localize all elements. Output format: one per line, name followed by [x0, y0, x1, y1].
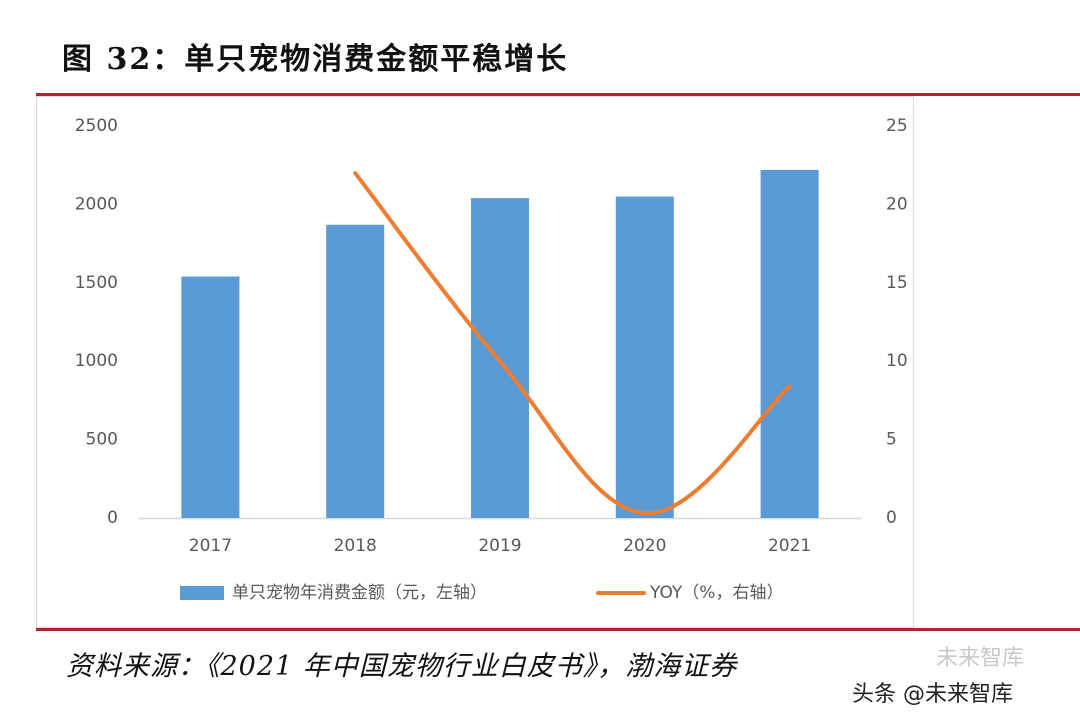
y-left-tick-2500: 2500 [75, 116, 118, 136]
y-left-tick-2000: 2000 [75, 194, 118, 214]
watermark-text: 头条 @未来智库 [852, 682, 1013, 707]
y-left-tick-1000: 1000 [75, 351, 118, 371]
x-tick-2019: 2019 [478, 536, 521, 556]
y-left-tick-1500: 1500 [75, 273, 118, 293]
x-tick-2018: 2018 [334, 536, 377, 556]
y-right-tick-25: 25 [886, 116, 908, 136]
bar-2018 [326, 224, 385, 518]
top-rule [36, 93, 1080, 96]
y-left-tick-0: 0 [107, 508, 118, 528]
y-right-tick-10: 10 [886, 351, 908, 371]
y-left-tick-500: 500 [86, 430, 118, 450]
watermark-faded-text: 未来智库 [936, 646, 1025, 671]
legend-bar-swatch [180, 586, 224, 600]
source-note: 资料来源：《2021 年中国宠物行业白皮书》，渤海证券 [66, 651, 738, 682]
plot-frame [36, 96, 914, 628]
x-tick-2017: 2017 [189, 536, 232, 556]
y-right-tick-5: 5 [886, 430, 897, 450]
y-right-tick-0: 0 [886, 508, 897, 528]
bar-2021 [760, 169, 819, 519]
legend-line-label: YOY（%，右轴） [649, 583, 783, 603]
y-right-tick-20: 20 [886, 194, 908, 214]
x-tick-2021: 2021 [768, 536, 811, 556]
bar-2017 [181, 276, 240, 518]
y-right-tick-15: 15 [886, 273, 908, 293]
legend-bar-label: 单只宠物年消费金额（元，左轴） [232, 583, 487, 603]
x-tick-2020: 2020 [623, 536, 666, 556]
bar-2020 [615, 196, 674, 518]
bar-2019 [471, 198, 529, 519]
bottom-rule [36, 628, 1080, 631]
yoy-line [353, 171, 792, 516]
figure-title: 图 32：单只宠物消费金额平稳增长 [62, 42, 569, 77]
